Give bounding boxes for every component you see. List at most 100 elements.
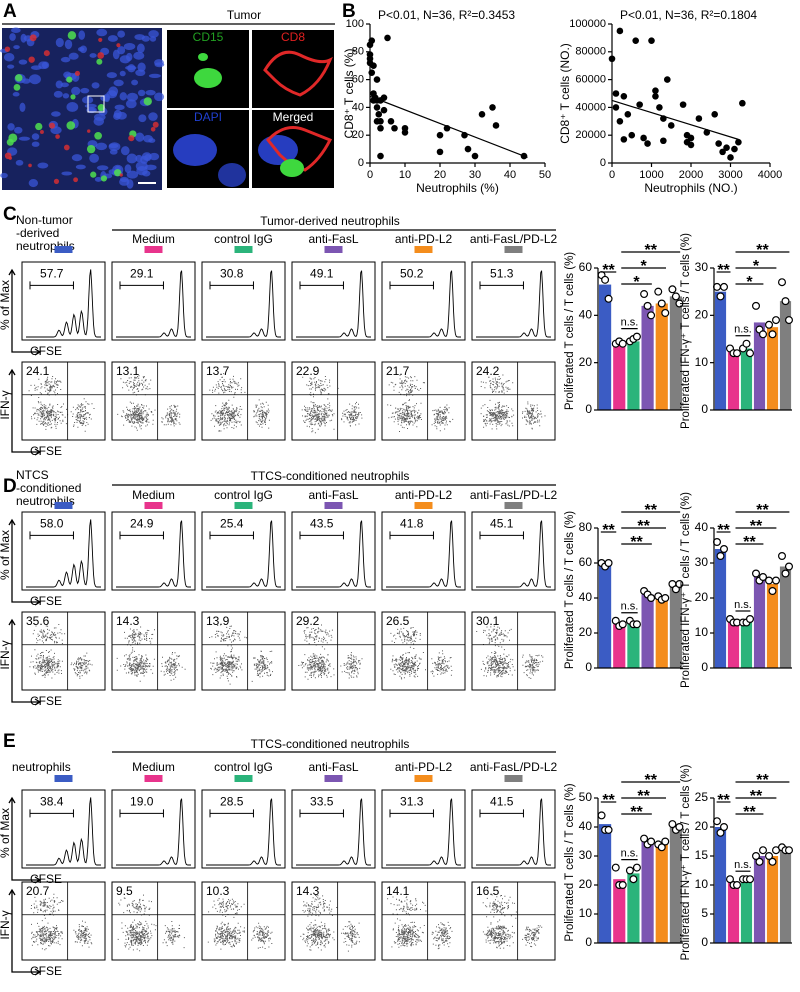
- gate-value: 57.7: [40, 267, 64, 281]
- data-point: [687, 141, 695, 149]
- data-point: [618, 880, 627, 889]
- data-point: [777, 278, 786, 287]
- nucleus: [112, 49, 120, 60]
- dotplot-events: [300, 894, 360, 952]
- nucleus: [106, 72, 117, 79]
- y-tick-label: 100000: [569, 18, 606, 30]
- condition-label: Medium: [132, 760, 175, 774]
- legend-swatch: [414, 502, 433, 509]
- data-point: [781, 569, 790, 578]
- data-point: [764, 576, 773, 585]
- channel-label: CD8: [281, 30, 305, 44]
- data-point: [719, 822, 728, 831]
- nucleus: [117, 30, 126, 38]
- gate: [29, 281, 74, 290]
- data-point: [391, 124, 398, 132]
- panel-title: Tumor: [227, 8, 261, 22]
- nucleus: [145, 89, 156, 96]
- cd15-cell: [66, 76, 73, 83]
- arrow-head: [34, 348, 42, 356]
- quadrant-value: 30.1: [476, 614, 500, 628]
- data-point: [719, 544, 728, 553]
- condition-label: anti-FasL: [308, 232, 358, 246]
- y-axis-label: CD8⁺ T cells (%): [342, 49, 356, 139]
- legend-swatch: [234, 775, 253, 782]
- quadrant-value: 14.3: [296, 884, 320, 898]
- x-axis-label: Neutrophils (%): [416, 181, 499, 195]
- gate: [29, 809, 74, 818]
- data-point: [608, 55, 616, 63]
- cd15-cell: [94, 131, 102, 140]
- data-point: [719, 148, 726, 156]
- dotplot-frame: [291, 361, 376, 441]
- histogram-curve: [476, 520, 551, 588]
- data-point: [604, 558, 613, 567]
- panel-letter: D: [3, 476, 17, 497]
- quadrant-value: 26.5: [386, 614, 410, 628]
- nucleus: [64, 39, 73, 50]
- significance-label: n.s.: [734, 859, 752, 871]
- data-point: [745, 875, 754, 884]
- data-point: [764, 320, 773, 329]
- nucleus: [123, 43, 136, 51]
- y-tick-label: 20: [695, 590, 709, 604]
- gate-value: 28.5: [220, 795, 244, 809]
- histogram-frame: [381, 511, 466, 591]
- dotplot-frame: [471, 611, 556, 691]
- gate: [119, 531, 164, 540]
- cd15-cell: [100, 175, 108, 182]
- histogram-frame: [381, 261, 466, 341]
- y-tick-label: 20: [695, 819, 709, 833]
- data-point: [373, 104, 381, 111]
- nucleus: [9, 33, 16, 41]
- y-tick-label: 25: [695, 790, 709, 804]
- data-point: [656, 104, 663, 111]
- bar: [766, 327, 779, 410]
- histogram-frame: [21, 789, 106, 869]
- data-point: [370, 62, 377, 69]
- histogram-curve: [26, 269, 101, 338]
- data-point: [712, 537, 721, 546]
- legend-swatch: [504, 502, 523, 509]
- y-tick-label: 30: [695, 555, 709, 569]
- legend-swatch: [504, 775, 523, 782]
- data-point: [604, 825, 613, 834]
- data-point: [632, 37, 639, 44]
- y-tick-label: 80: [352, 46, 364, 58]
- bar: [727, 882, 740, 943]
- bar: [641, 305, 654, 410]
- gate-value: 30.8: [220, 267, 244, 281]
- axis-arrow: [11, 370, 40, 453]
- nucleus: [96, 165, 109, 171]
- data-point: [725, 875, 734, 884]
- cd15-cell: [13, 84, 21, 91]
- nucleus: [135, 69, 146, 77]
- y-axis-label: Proliferated T cells / T cells (%): [564, 783, 576, 941]
- histogram-curve: [386, 270, 461, 338]
- condition-label: Medium: [132, 232, 175, 246]
- bar: [714, 827, 727, 943]
- nucleus: [126, 153, 138, 164]
- dotplot-frame: [471, 361, 556, 441]
- cd8-cell: [119, 173, 123, 177]
- data-point: [612, 90, 620, 97]
- dotplot-events: [207, 898, 273, 950]
- quadrant-value: 22.9: [296, 364, 320, 378]
- data-point: [732, 880, 741, 889]
- nucleus: [114, 104, 125, 111]
- gate-value: 19.0: [130, 795, 154, 809]
- cd8-cell: [4, 46, 11, 52]
- significance-label: **: [756, 772, 769, 789]
- data-point: [616, 27, 624, 35]
- nucleus: [77, 47, 85, 52]
- data-point: [647, 593, 656, 602]
- significance-label: **: [750, 518, 763, 535]
- cd8-cell: [116, 43, 121, 48]
- gate-value: 41.8: [400, 517, 424, 531]
- histogram-curve: [206, 798, 281, 866]
- x-tick-label: 0: [367, 169, 373, 181]
- quadrant-value: 35.6: [26, 614, 50, 628]
- data-point: [640, 134, 647, 142]
- nucleus: [149, 152, 160, 161]
- stat-annotation: P<0.01, N=36, R²=0.3453: [378, 8, 515, 22]
